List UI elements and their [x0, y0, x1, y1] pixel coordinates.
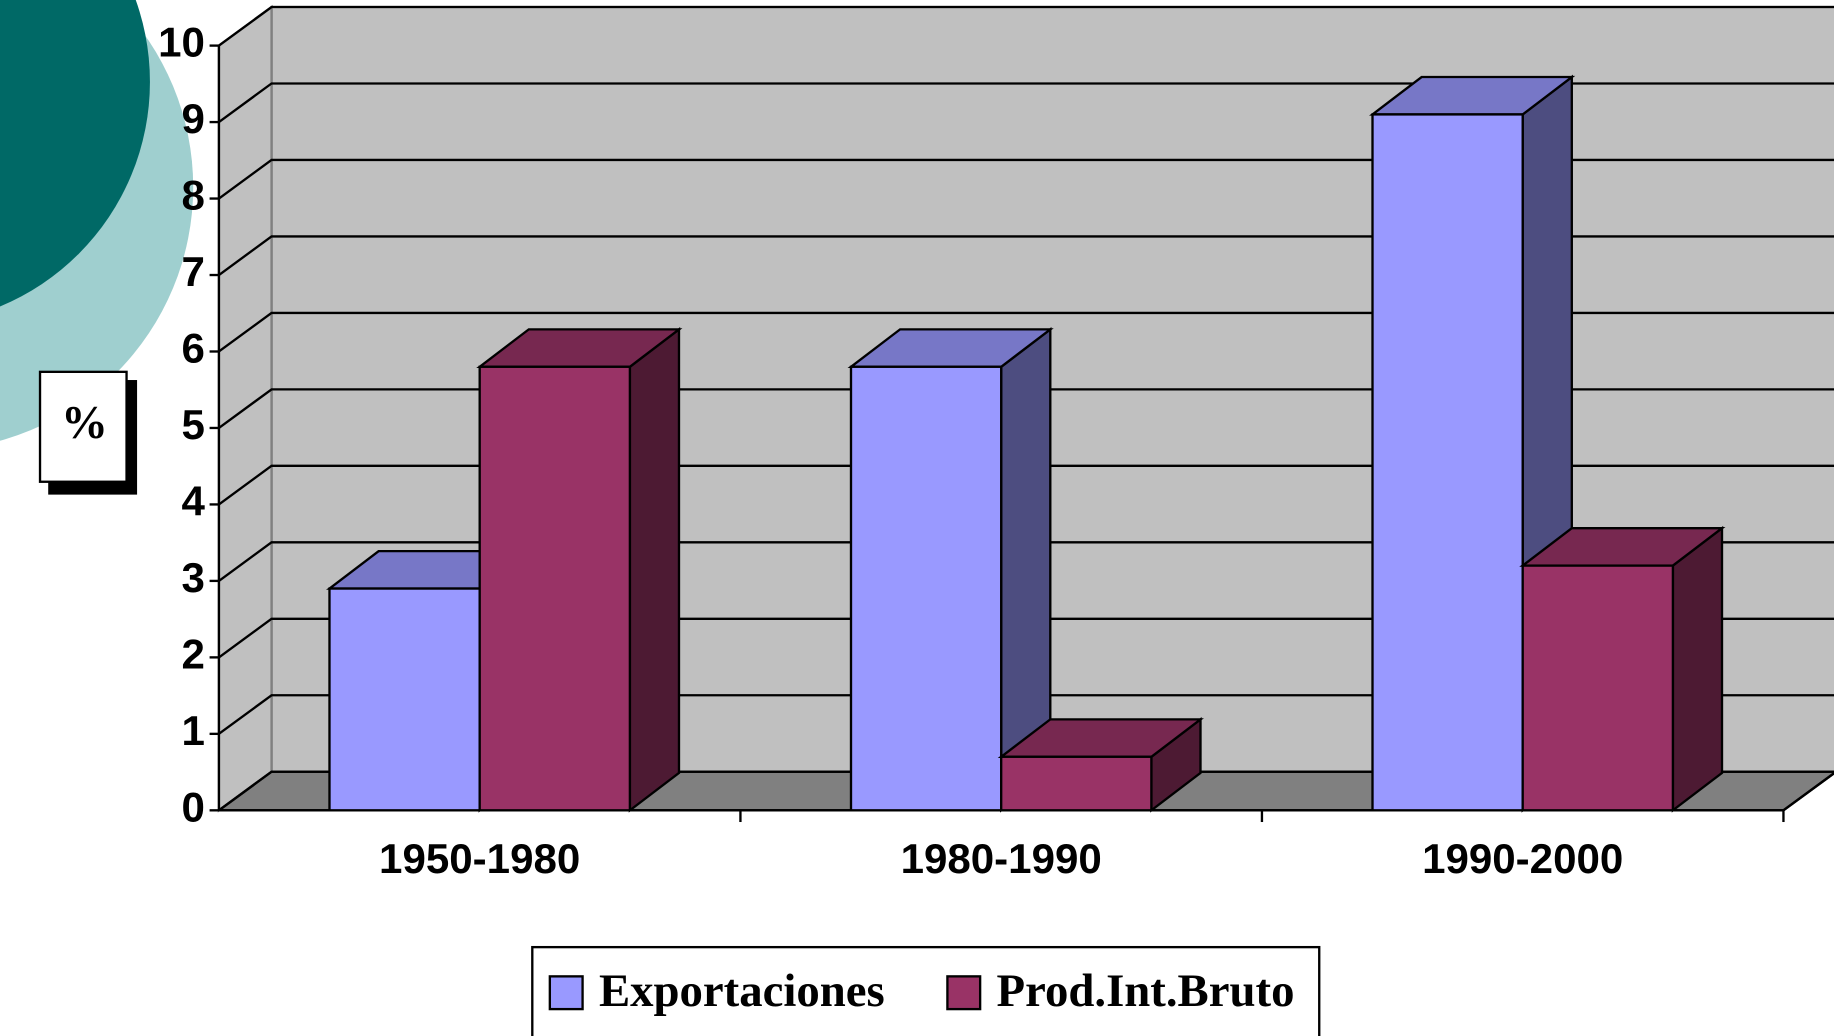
bar — [1521, 564, 1675, 812]
grid-line — [218, 464, 1834, 506]
legend-swatch — [946, 975, 982, 1011]
x-tick-label: 1980-1990 — [901, 835, 1102, 882]
legend: Exportaciones Prod.Int.Bruto — [548, 965, 1295, 1017]
grid-line — [218, 82, 1834, 124]
y-tick-label: 3 — [181, 554, 204, 601]
bar-group — [1519, 525, 1726, 813]
x-tick-label: 1950-1980 — [379, 835, 580, 882]
y-tick-label: 10 — [158, 19, 205, 66]
y-tick-label: 1 — [181, 707, 204, 754]
y-tick-label: 8 — [181, 172, 204, 219]
grid-line — [218, 158, 1834, 200]
grid-line — [218, 235, 1834, 276]
grid-line — [218, 694, 1834, 735]
y-tick-label: 0 — [181, 783, 204, 830]
legend-label: Prod.Int.Bruto — [997, 965, 1295, 1017]
y-axis-label: % — [61, 397, 108, 449]
grid-line — [218, 770, 1834, 812]
bar — [478, 365, 632, 812]
y-tick-label: 2 — [181, 631, 204, 678]
y-tick-label: 7 — [181, 248, 204, 295]
bar-side — [628, 327, 681, 813]
grid-line — [218, 388, 1834, 429]
legend-swatch — [548, 975, 584, 1011]
bar — [849, 365, 1003, 812]
grid-line — [218, 541, 1834, 582]
y-tick-label: 6 — [181, 325, 204, 372]
x-tick-label: 1990-2000 — [1422, 835, 1623, 882]
legend-box — [531, 945, 1321, 1036]
y-tick-label: 5 — [181, 401, 204, 448]
bar — [1000, 755, 1153, 812]
y-tick-label: 4 — [181, 478, 205, 525]
grid-line — [218, 617, 1834, 659]
plot: 0 1 2 3 4 5 6 7 8 9 10 1950-1980 1980-1990 1990-2000 — [158, 4, 1834, 882]
bar-group — [997, 717, 1204, 813]
grid-line — [218, 311, 1834, 353]
x-axis-depth — [1782, 771, 1834, 812]
legend-label: Exportaciones — [599, 965, 885, 1017]
decor-circle — [0, 0, 150, 307]
bar-side — [1671, 525, 1724, 813]
bar-group — [847, 327, 1054, 813]
label-box — [38, 370, 128, 483]
y-tick-label: 9 — [181, 95, 204, 142]
bar-group — [476, 327, 683, 813]
grid-line — [218, 5, 1834, 47]
bar — [1371, 113, 1524, 812]
bar — [328, 587, 481, 812]
